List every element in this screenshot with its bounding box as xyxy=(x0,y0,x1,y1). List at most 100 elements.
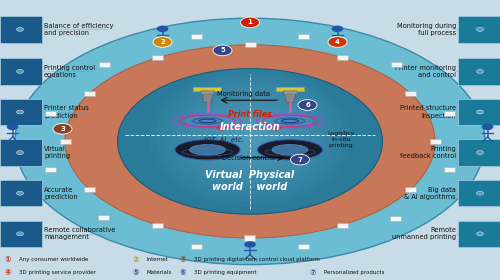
FancyBboxPatch shape xyxy=(152,223,163,228)
Text: Decision control: Decision control xyxy=(222,155,276,161)
FancyBboxPatch shape xyxy=(244,235,256,241)
Circle shape xyxy=(244,241,256,248)
Polygon shape xyxy=(284,91,296,102)
Text: 6: 6 xyxy=(305,102,310,108)
Circle shape xyxy=(476,110,484,114)
Circle shape xyxy=(153,37,172,47)
Text: Monitoring during
full process: Monitoring during full process xyxy=(396,23,456,36)
Text: Logistics
In-situ
printing: Logistics In-situ printing xyxy=(328,131,354,148)
Text: Big data
& AI algorithms: Big data & AI algorithms xyxy=(404,186,456,200)
Text: IOT, AI, etc.: IOT, AI, etc. xyxy=(204,137,244,143)
FancyBboxPatch shape xyxy=(298,34,310,39)
FancyBboxPatch shape xyxy=(0,139,42,166)
Circle shape xyxy=(290,154,310,165)
Text: Materials: Materials xyxy=(146,270,172,275)
FancyBboxPatch shape xyxy=(0,180,42,206)
Bar xyxy=(284,91,296,94)
Circle shape xyxy=(298,100,317,110)
Circle shape xyxy=(156,25,168,32)
FancyBboxPatch shape xyxy=(444,111,456,116)
Bar xyxy=(194,87,222,91)
Text: Printer monitoring
and control: Printer monitoring and control xyxy=(395,65,456,78)
FancyBboxPatch shape xyxy=(404,187,415,192)
FancyBboxPatch shape xyxy=(0,221,42,247)
FancyBboxPatch shape xyxy=(84,187,96,192)
Circle shape xyxy=(482,123,494,130)
Circle shape xyxy=(16,191,24,195)
Text: ⑦: ⑦ xyxy=(310,268,316,277)
FancyBboxPatch shape xyxy=(458,139,500,166)
Ellipse shape xyxy=(190,144,226,155)
Text: ②: ② xyxy=(132,255,139,264)
Circle shape xyxy=(16,69,24,73)
Text: Remote collaborative
management: Remote collaborative management xyxy=(44,227,116,241)
Ellipse shape xyxy=(258,140,322,160)
Text: 5: 5 xyxy=(220,47,225,53)
FancyBboxPatch shape xyxy=(404,91,415,96)
FancyBboxPatch shape xyxy=(430,139,440,144)
Circle shape xyxy=(53,123,72,134)
Circle shape xyxy=(476,27,484,31)
FancyBboxPatch shape xyxy=(458,16,500,43)
Circle shape xyxy=(16,27,24,31)
Circle shape xyxy=(328,37,347,47)
Circle shape xyxy=(213,45,232,56)
Circle shape xyxy=(476,191,484,195)
Text: Interaction: Interaction xyxy=(220,122,280,132)
FancyBboxPatch shape xyxy=(458,180,500,206)
FancyBboxPatch shape xyxy=(98,62,110,67)
FancyBboxPatch shape xyxy=(444,167,455,172)
Text: world    world: world world xyxy=(212,182,288,192)
FancyBboxPatch shape xyxy=(298,244,308,249)
Bar xyxy=(201,91,214,94)
Text: Printing
feedback control: Printing feedback control xyxy=(400,146,456,159)
Text: ④: ④ xyxy=(5,268,12,277)
Text: ①: ① xyxy=(5,255,12,264)
FancyBboxPatch shape xyxy=(337,55,348,60)
FancyBboxPatch shape xyxy=(84,91,96,95)
Circle shape xyxy=(476,69,484,73)
Ellipse shape xyxy=(118,69,382,214)
FancyBboxPatch shape xyxy=(390,216,402,221)
Text: Monitoring data: Monitoring data xyxy=(217,91,270,97)
Text: Internet: Internet xyxy=(146,257,169,262)
Circle shape xyxy=(332,25,344,32)
Text: 3: 3 xyxy=(60,126,65,132)
FancyBboxPatch shape xyxy=(0,16,42,43)
Circle shape xyxy=(240,17,260,28)
FancyBboxPatch shape xyxy=(458,99,500,125)
FancyBboxPatch shape xyxy=(0,58,42,85)
FancyBboxPatch shape xyxy=(60,139,70,144)
Text: Accurate
prediction: Accurate prediction xyxy=(44,186,78,200)
Text: ⑤: ⑤ xyxy=(132,268,139,277)
Text: 3D printing service provider: 3D printing service provider xyxy=(19,270,96,275)
Text: 4: 4 xyxy=(335,39,340,45)
Text: Any consumer worldwide: Any consumer worldwide xyxy=(19,257,88,262)
Text: 1: 1 xyxy=(248,19,252,25)
Ellipse shape xyxy=(175,140,240,160)
FancyBboxPatch shape xyxy=(192,34,202,39)
FancyBboxPatch shape xyxy=(458,58,500,85)
Text: Printing control
equations: Printing control equations xyxy=(44,65,95,78)
Text: 7: 7 xyxy=(298,157,302,163)
Bar xyxy=(276,87,304,91)
FancyBboxPatch shape xyxy=(391,62,402,67)
FancyBboxPatch shape xyxy=(44,167,56,172)
Text: 3D printing equipment: 3D printing equipment xyxy=(194,270,256,275)
Polygon shape xyxy=(201,91,214,102)
Text: 2: 2 xyxy=(160,39,165,45)
Circle shape xyxy=(16,232,24,236)
Text: Remote
unmanned printing: Remote unmanned printing xyxy=(392,227,456,241)
Text: Virtual  Physical: Virtual Physical xyxy=(206,170,294,180)
FancyBboxPatch shape xyxy=(0,99,42,125)
Text: Printer status
prediction: Printer status prediction xyxy=(44,105,89,119)
Circle shape xyxy=(476,151,484,155)
FancyBboxPatch shape xyxy=(152,55,163,60)
FancyBboxPatch shape xyxy=(45,111,56,116)
FancyBboxPatch shape xyxy=(98,215,109,220)
FancyBboxPatch shape xyxy=(337,223,348,228)
FancyBboxPatch shape xyxy=(458,221,500,247)
Ellipse shape xyxy=(65,45,435,238)
Text: Personalized products: Personalized products xyxy=(324,270,384,275)
Text: ③: ③ xyxy=(180,255,186,264)
